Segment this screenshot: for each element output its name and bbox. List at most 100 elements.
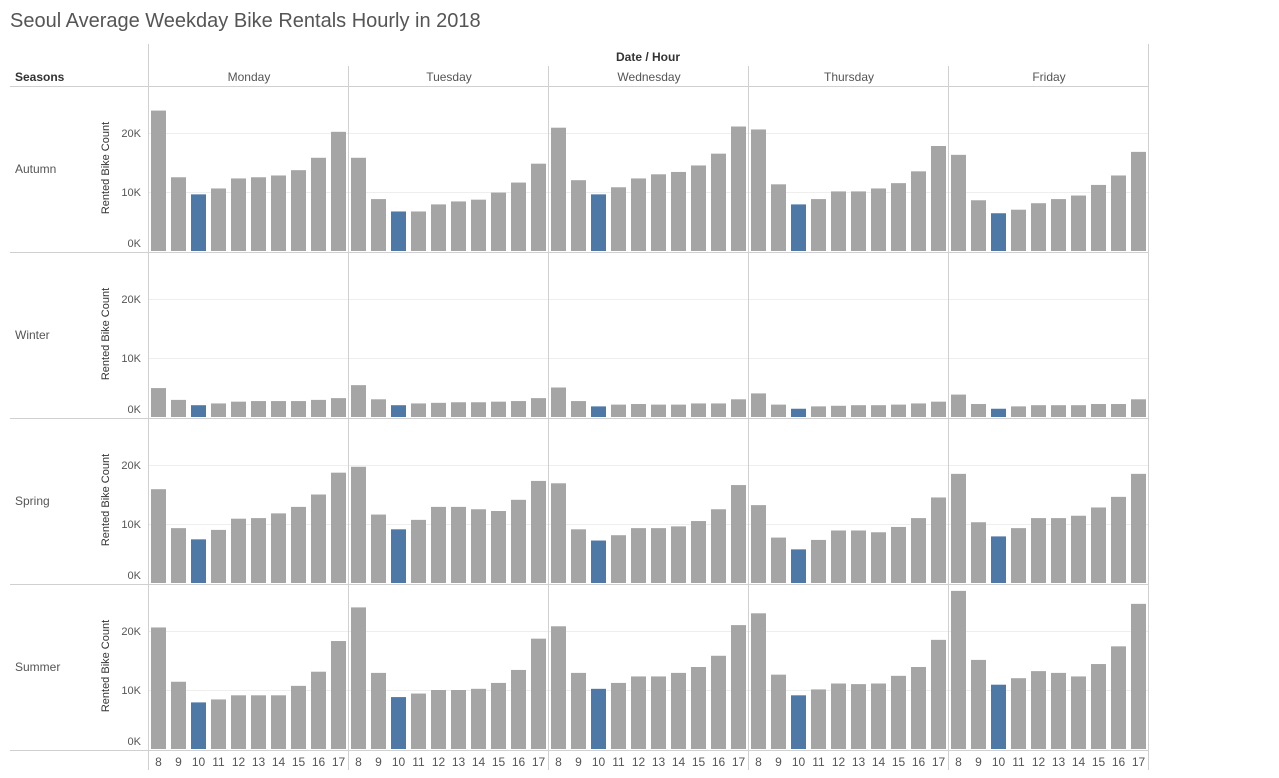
x-tick-label: 12 [432,755,446,769]
bar-autumn-monday-9 [171,177,186,251]
bar-winter-thursday-17 [931,401,946,417]
bar-autumn-monday-17 [331,131,346,251]
x-tick-label: 16 [912,755,926,769]
bar-winter-tuesday-8 [351,385,366,417]
bar-autumn-thursday-8 [751,129,766,251]
bar-spring-wednesday-15 [691,521,706,583]
bar-spring-wednesday-8 [551,483,566,583]
column-header-title: Date / Hour [616,50,680,64]
bar-autumn-tuesday-16 [511,182,526,251]
bar-winter-friday-8 [951,394,966,417]
bar-summer-wednesday-13 [651,676,666,749]
bar-summer-tuesday-8 [351,607,366,749]
bar-spring-friday-11 [1011,528,1026,583]
x-tick-label: 11 [412,755,425,769]
y-tick-label: 20K [121,626,141,638]
bar-spring-tuesday-14 [471,509,486,583]
x-tick-label: 15 [692,755,706,769]
x-tick-label: 14 [672,755,686,769]
x-tick-label: 17 [332,755,346,769]
bar-spring-wednesday-17 [731,485,746,583]
bar-winter-wednesday-12 [631,404,646,417]
bar-summer-thursday-13 [851,684,866,749]
bar-autumn-monday-10 [191,194,206,251]
season-label-spring: Spring [15,494,50,508]
x-tick-label: 12 [232,755,246,769]
day-header-friday: Friday [1032,70,1065,84]
bar-autumn-wednesday-12 [631,178,646,251]
bar-autumn-tuesday-8 [351,157,366,251]
bar-autumn-wednesday-8 [551,127,566,251]
bar-autumn-thursday-12 [831,191,846,251]
bar-summer-friday-14 [1071,676,1086,749]
y-axis-title: Rented Bike Count [100,454,112,546]
x-tick-label: 10 [992,755,1006,769]
bar-summer-monday-15 [291,685,306,749]
bar-spring-monday-13 [251,518,266,583]
bar-spring-wednesday-10 [591,540,606,583]
bar-summer-monday-9 [171,681,186,749]
bar-spring-tuesday-9 [371,514,386,583]
bar-summer-friday-9 [971,659,986,749]
bar-winter-thursday-12 [831,405,846,417]
bar-spring-tuesday-17 [531,480,546,583]
bar-autumn-friday-16 [1111,175,1126,251]
x-tick-label: 11 [212,755,225,769]
bar-summer-friday-17 [1131,603,1146,749]
bar-autumn-wednesday-9 [571,180,586,251]
x-tick-label: 8 [355,755,362,769]
bar-winter-monday-9 [171,399,186,417]
bar-winter-wednesday-13 [651,404,666,417]
bar-autumn-monday-11 [211,188,226,251]
x-tick-label: 16 [312,755,326,769]
bar-spring-monday-17 [331,472,346,583]
bar-autumn-thursday-11 [811,199,826,251]
bar-autumn-wednesday-15 [691,165,706,251]
bar-spring-friday-16 [1111,496,1126,583]
bar-autumn-friday-12 [1031,203,1046,251]
bar-winter-wednesday-8 [551,387,566,417]
bar-autumn-friday-8 [951,154,966,251]
bar-autumn-tuesday-13 [451,201,466,251]
bar-spring-tuesday-15 [491,511,506,583]
bar-spring-thursday-8 [751,505,766,583]
chart-title: Seoul Average Weekday Bike Rentals Hourl… [10,10,481,32]
x-tick-label: 10 [792,755,806,769]
bar-spring-friday-17 [1131,473,1146,583]
x-tick-label: 13 [1052,755,1066,769]
bar-autumn-wednesday-16 [711,153,726,251]
x-tick-label: 14 [1072,755,1086,769]
bar-autumn-thursday-10 [791,204,806,251]
bar-summer-thursday-11 [811,689,826,749]
bar-autumn-wednesday-17 [731,126,746,251]
bar-summer-wednesday-11 [611,682,626,749]
bar-winter-monday-15 [291,401,306,417]
x-tick-label: 8 [955,755,962,769]
bar-autumn-tuesday-10 [391,211,406,251]
y-tick-label: 10K [121,353,141,365]
bar-autumn-tuesday-14 [471,199,486,251]
bar-autumn-monday-13 [251,177,266,251]
x-tick-label: 12 [1032,755,1046,769]
bar-summer-monday-11 [211,699,226,749]
bar-summer-wednesday-12 [631,676,646,749]
bar-autumn-thursday-9 [771,184,786,251]
day-header-monday: Monday [228,70,271,84]
bar-autumn-tuesday-11 [411,211,426,251]
bar-summer-wednesday-9 [571,672,586,749]
bar-summer-monday-17 [331,641,346,749]
bar-winter-thursday-16 [911,403,926,417]
bar-winter-monday-8 [151,388,166,417]
bar-winter-monday-16 [311,399,326,417]
bar-summer-tuesday-16 [511,669,526,749]
bar-autumn-tuesday-15 [491,192,506,251]
bar-autumn-tuesday-12 [431,204,446,251]
x-tick-label: 9 [375,755,382,769]
bar-spring-monday-16 [311,494,326,583]
bar-spring-tuesday-8 [351,466,366,583]
bar-spring-monday-15 [291,506,306,583]
bar-autumn-thursday-15 [891,183,906,251]
x-tick-label: 15 [292,755,306,769]
x-tick-label: 14 [872,755,886,769]
x-tick-label: 15 [492,755,506,769]
